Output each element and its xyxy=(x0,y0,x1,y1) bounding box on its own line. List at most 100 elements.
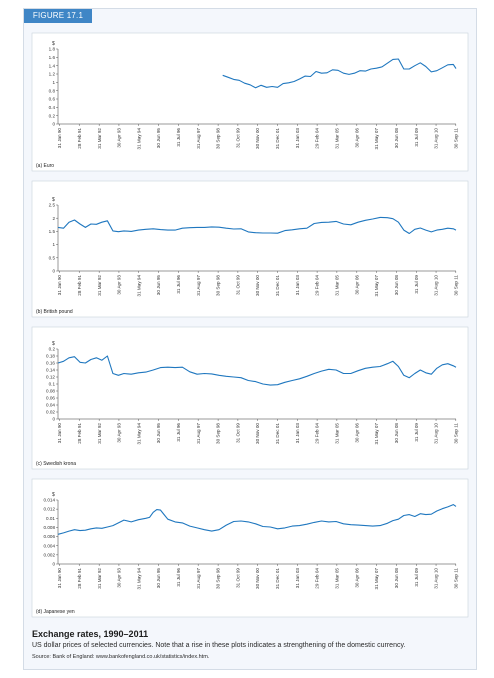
panel-2-y-tick-label: 0 xyxy=(52,269,55,274)
panel-2-x-tick-label: 31 Jan 03 xyxy=(295,275,300,296)
panel-3-x-tick-label: 29 Feb 04 xyxy=(315,423,320,444)
panel-3-x-tick-label: 31 Mar 92 xyxy=(97,423,102,444)
panel-1-y-tick-label: 1.8 xyxy=(49,47,56,52)
panel-2-x-tick-label: 30 Apr 93 xyxy=(117,275,122,295)
panel-3-x-tick-label: 30 Sep 98 xyxy=(216,423,221,444)
panel-3-x-tick-label: 31 Jan 90 xyxy=(57,423,62,444)
panel-4-y-tick-label: 0.012 xyxy=(44,507,56,512)
panel-1-frame xyxy=(31,32,469,172)
panel-3-x-tick-label: 31 Dec 01 xyxy=(275,423,280,444)
panel-1-x-tick-label: 31 Jul 96 xyxy=(176,128,181,147)
panel-3-x-tick-label: 31 May 94 xyxy=(136,423,141,445)
panel-3-x-tick-label: 31 Mar 05 xyxy=(334,423,339,444)
panel-4-x-tick-label: 30 Nov 00 xyxy=(255,568,260,589)
panel-2-x-tick-label: 31 Jul 96 xyxy=(176,275,181,294)
panel-3-y-tick-label: 0.18 xyxy=(46,354,55,359)
panel-3-x-tick-label: 30 Apr 93 xyxy=(117,423,122,443)
panel-4-x-tick-label: 30 Jun 08 xyxy=(394,568,399,589)
panel-1-x-tick-label: 31 Jan 03 xyxy=(295,128,300,149)
panel-2-y-tick-label: 0.5 xyxy=(49,255,56,260)
panel-2-y-tick-label: 1 xyxy=(52,242,55,247)
panel-4-x-tick-label: 31 Dec 01 xyxy=(275,568,280,589)
panel-1-x-tick-label: 30 Jun 08 xyxy=(394,128,399,149)
panel-3-y-tick-label: 0.04 xyxy=(46,403,55,408)
panel-1-x-tick-label: 30 Apr 06 xyxy=(354,128,359,148)
panel-2-x-tick-label: 31 Oct 99 xyxy=(235,275,240,295)
panel-4-caption: (d) Japanese yen xyxy=(36,609,75,615)
panel-4-y-tick-label: 0.006 xyxy=(44,534,56,539)
panel-3-x-tick-label: 31 May 07 xyxy=(374,423,379,445)
panel-4-series-line-1 xyxy=(57,504,457,535)
panel-2-y-tick-label: 1.5 xyxy=(49,229,56,234)
panel-2-x-tick-label: 31 Mar 05 xyxy=(334,275,339,296)
panel-1: $0 0.2 0.4 0.6 0.8 1 1.2 1.4 1.6 1.8 31 Jan 90 28 F… xyxy=(31,32,469,172)
panel-1-unit-label: $ xyxy=(52,41,55,47)
panel-3-y-tick-label: 0.14 xyxy=(46,368,55,373)
panel-1-x-tick-label: 31 Dec 01 xyxy=(275,128,280,149)
panel-1-x-tick-label: 31 Aug 97 xyxy=(196,128,201,149)
panel-1-x-tick-label: 30 Apr 93 xyxy=(117,128,122,148)
figure-label: FIGURE 17.1 xyxy=(24,9,92,23)
panel-3-x-tick-label: 31 Jul 09 xyxy=(414,423,419,442)
panel-2-x-tick-label: 31 May 94 xyxy=(136,275,141,297)
panel-2-x-tick-label: 28 Feb 91 xyxy=(77,275,82,296)
panel-3-y-tick-label: 0.2 xyxy=(49,347,56,352)
panel-3-x-tick-label: 30 Jun 95 xyxy=(156,423,161,444)
panel-1-y-tick-label: 1.6 xyxy=(49,55,56,60)
panel-2: $0 0.5 1 1.5 2 2.5 31 Jan 90 28 Feb 91 31 Mar 92… xyxy=(31,180,469,318)
panel-1-x-tick-label: 30 Sep 98 xyxy=(216,128,221,149)
panel-4-x-tick-label: 31 Aug 10 xyxy=(434,568,439,589)
panel-4-x-tick-label: 30 Jun 95 xyxy=(156,568,161,589)
panel-2-x-tick-label: 30 Jun 95 xyxy=(156,275,161,296)
panel-3-y-tick-label: 0.16 xyxy=(46,361,55,366)
panel-4-y-tick-label: 0.01 xyxy=(46,516,55,521)
panel-2-x-tick-label: 30 Sep 98 xyxy=(216,275,221,296)
panel-3-series-line-1 xyxy=(57,355,457,386)
panel-2-x-tick-label: 31 Jan 90 xyxy=(57,275,62,296)
panel-3-x-tick-label: 31 Jan 03 xyxy=(295,423,300,444)
panel-4-x-tick-label: 31 May 07 xyxy=(374,568,379,590)
panel-4-unit-label: $ xyxy=(52,492,55,498)
panel-3-x-tick-label: 30 Jun 08 xyxy=(394,423,399,444)
panel-3-x-tick-label: 31 Aug 97 xyxy=(196,423,201,444)
panel-1-series-line-1 xyxy=(222,58,457,89)
panel-4-x-tick-label: 30 Apr 93 xyxy=(117,568,122,588)
panel-1-x-tick-label: 31 Mar 05 xyxy=(334,128,339,149)
panel-3: $0 0.02 0.04 0.06 0.08 0.1 0.12 0.14 0.16 0.18 0.2… xyxy=(31,326,469,470)
panel-3-y-tick-label: 0.02 xyxy=(46,410,55,415)
panel-3-x-tick-label: 28 Feb 91 xyxy=(77,423,82,444)
panel-1-x-tick-label: 30 Sep 11 xyxy=(453,128,458,149)
panel-1-x-tick-label: 29 Feb 04 xyxy=(315,128,320,149)
panel-1-x-tick-label: 31 May 94 xyxy=(136,128,141,150)
panel-1-x-tick-label: 30 Nov 00 xyxy=(255,128,260,149)
panel-2-y-tick-label: 2.5 xyxy=(49,203,56,208)
panel-4-y-tick-label: 0.008 xyxy=(44,525,56,530)
panel-3-frame xyxy=(31,326,469,470)
panel-2-x-tick-label: 30 Apr 06 xyxy=(354,275,359,295)
panel-4-x-tick-label: 31 Jul 96 xyxy=(176,568,181,587)
panel-2-series-line-1 xyxy=(57,216,457,235)
panel-1-y-tick-label: 0 xyxy=(52,122,55,127)
panel-4-x-tick-label: 31 Mar 05 xyxy=(334,568,339,589)
panel-2-x-tick-label: 31 Aug 10 xyxy=(434,275,439,296)
panel-4-x-tick-label: 31 Jul 09 xyxy=(414,568,419,587)
panel-3-unit-label: $ xyxy=(52,341,55,347)
panel-4: $0 0.002 0.004 0.006 0.008 0.01 0.012 0.014 31 J… xyxy=(31,478,469,618)
panel-1-x-tick-label: 31 Jul 09 xyxy=(414,128,419,147)
caption-text: US dollar prices of selected currencies.… xyxy=(32,642,406,649)
panel-4-x-tick-label: 30 Sep 98 xyxy=(216,568,221,589)
panel-3-caption: (c) Swedish krona xyxy=(36,461,76,467)
panel-1-y-tick-label: 1.4 xyxy=(49,63,56,68)
panel-4-x-tick-label: 31 Mar 92 xyxy=(97,568,102,589)
caption-source: Source: Bank of England: www.bankofengla… xyxy=(32,654,210,660)
panel-3-y-tick-label: 0.1 xyxy=(49,382,56,387)
panel-4-x-tick-label: 30 Apr 06 xyxy=(354,568,359,588)
panel-3-y-tick-label: 0 xyxy=(52,417,55,422)
panel-2-y-tick-label: 2 xyxy=(52,216,55,221)
panel-3-x-tick-label: 31 Oct 99 xyxy=(235,423,240,443)
panel-1-y-tick-label: 1 xyxy=(52,80,55,85)
panel-4-x-tick-label: 31 Jan 90 xyxy=(57,568,62,589)
panel-4-x-tick-label: 31 Jan 03 xyxy=(295,568,300,589)
panel-4-x-tick-label: 30 Sep 11 xyxy=(453,568,458,589)
